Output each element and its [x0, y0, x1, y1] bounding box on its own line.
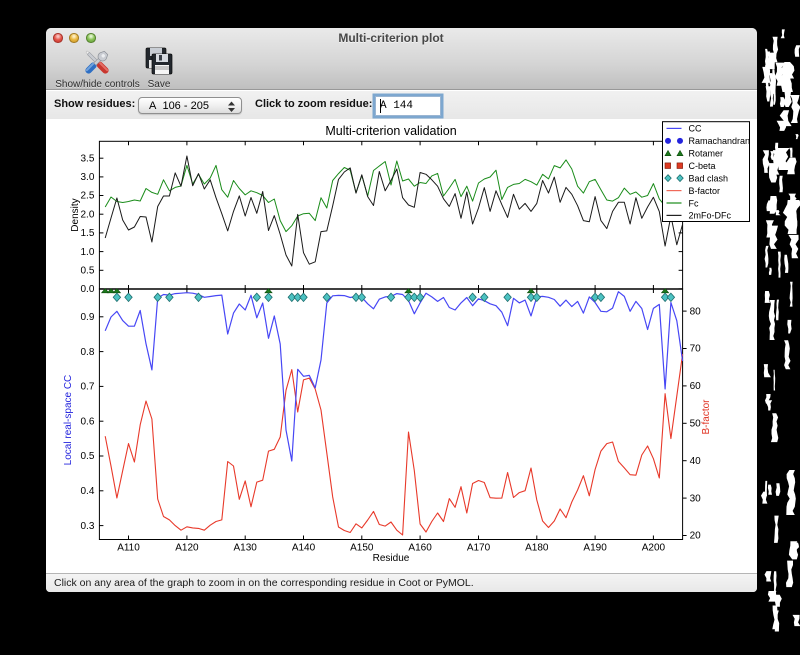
svg-text:A170: A170 — [467, 543, 491, 554]
svg-text:60: 60 — [690, 381, 702, 392]
svg-text:Local real-space CC: Local real-space CC — [63, 375, 74, 466]
svg-text:Ramachandran: Ramachandran — [689, 136, 751, 146]
svg-text:Bad clash: Bad clash — [689, 173, 729, 183]
svg-text:A200: A200 — [642, 543, 666, 554]
svg-text:0.7: 0.7 — [80, 382, 94, 393]
svg-text:A160: A160 — [408, 543, 432, 554]
svg-text:2mFo-DFc: 2mFo-DFc — [689, 211, 732, 221]
svg-text:Fc: Fc — [689, 198, 699, 208]
svg-text:80: 80 — [690, 306, 702, 317]
svg-text:1.5: 1.5 — [80, 228, 94, 239]
svg-text:0.5: 0.5 — [80, 451, 94, 462]
svg-text:70: 70 — [690, 344, 702, 355]
svg-text:20: 20 — [690, 531, 702, 542]
svg-text:2.5: 2.5 — [80, 191, 94, 202]
svg-text:Density: Density — [70, 198, 81, 231]
svg-text:CC: CC — [689, 124, 702, 134]
svg-text:3.5: 3.5 — [80, 153, 94, 164]
svg-text:50: 50 — [690, 419, 702, 430]
svg-text:0.9: 0.9 — [80, 312, 94, 323]
svg-text:A130: A130 — [234, 543, 258, 554]
svg-text:0.5: 0.5 — [80, 266, 94, 277]
svg-text:30: 30 — [690, 493, 702, 504]
svg-text:0.0: 0.0 — [80, 284, 94, 295]
svg-text:0.3: 0.3 — [80, 521, 94, 532]
svg-text:A190: A190 — [583, 543, 607, 554]
svg-text:Residue: Residue — [373, 553, 410, 564]
svg-text:A140: A140 — [292, 543, 316, 554]
svg-text:A120: A120 — [175, 543, 199, 554]
svg-text:0.6: 0.6 — [80, 416, 94, 427]
svg-text:C-beta: C-beta — [689, 161, 716, 171]
svg-text:Multi-criterion validation: Multi-criterion validation — [325, 124, 456, 138]
svg-text:B-factor: B-factor — [689, 186, 721, 196]
svg-text:2.0: 2.0 — [80, 209, 94, 220]
svg-text:40: 40 — [690, 456, 702, 467]
svg-text:A110: A110 — [117, 543, 140, 554]
svg-text:A150: A150 — [350, 543, 374, 554]
svg-text:Rotamer: Rotamer — [689, 149, 724, 159]
svg-text:0.4: 0.4 — [80, 486, 94, 497]
svg-text:B-factor: B-factor — [701, 399, 712, 435]
svg-text:A180: A180 — [525, 543, 549, 554]
svg-text:1.0: 1.0 — [80, 247, 94, 258]
svg-text:3.0: 3.0 — [80, 172, 94, 183]
svg-text:0.8: 0.8 — [80, 347, 94, 358]
